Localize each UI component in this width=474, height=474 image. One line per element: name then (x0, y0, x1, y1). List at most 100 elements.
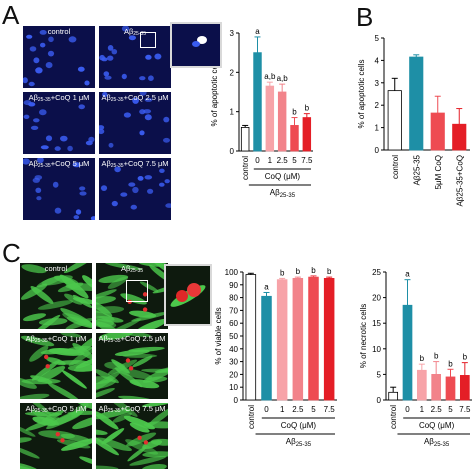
panel-label-b: B (356, 2, 374, 32)
significance-letter: b (327, 267, 332, 276)
bar (292, 277, 304, 401)
micrograph-caption: Aβ25-35+CoQ 1 μM (25, 334, 87, 344)
bar (402, 304, 413, 401)
group-label: CoQ (μM) (265, 172, 301, 181)
micrograph-c-4: Aβ25-35+CoQ 2.5 μM (96, 333, 168, 399)
bar (452, 123, 467, 151)
zoom-box-c (126, 280, 148, 302)
panel-label-a: A (2, 0, 20, 30)
x-tick-label: 2.5 (292, 405, 304, 414)
y-tick-label: 20 (229, 370, 238, 379)
significance-letter: b (296, 267, 301, 276)
y-tick-label: 30 (229, 358, 238, 367)
micrograph-a-5: Aβ25-35+CoQ 5 μM (23, 158, 95, 220)
micrograph-c-6: Aβ25-35+CoQ 7.5 μM (96, 403, 168, 469)
bar (265, 85, 275, 152)
micrograph-caption: Aβ25-35+CoQ 2.5 μM (101, 93, 169, 103)
bar (409, 56, 424, 151)
y-tick-label: 80 (229, 294, 238, 303)
x-tick-label: control (391, 155, 400, 179)
bar (253, 52, 262, 152)
micrograph-caption: Aβ25-35 (120, 264, 144, 274)
group-label: CoQ (μM) (281, 421, 317, 430)
y-tick-label: 20 (372, 294, 381, 303)
micrograph-c-1: control (20, 263, 92, 329)
bar (387, 90, 402, 151)
micrograph-a-3: Aβ25-35+CoQ 1 μM (23, 92, 95, 154)
y-tick-label: 5 (375, 34, 380, 43)
significance-letter: a (255, 27, 260, 36)
y-tick-label: 0 (230, 147, 235, 156)
x-tick-label: control (241, 156, 250, 180)
micrograph-caption: control (44, 264, 68, 273)
x-tick-label: 5 (292, 156, 297, 165)
x-tick-label: 5μM CoQ (434, 155, 443, 189)
y-tick-label: 25 (372, 268, 381, 277)
y-tick-label: 10 (229, 383, 238, 392)
y-axis-label: % of necrotic cells (360, 304, 368, 368)
y-tick-label: 0 (377, 396, 382, 405)
bar (388, 391, 399, 401)
x-tick-label: 1 (268, 156, 273, 165)
significance-letter: b (305, 104, 310, 113)
x-tick-label: 1 (420, 405, 425, 414)
micrograph-caption: control (47, 27, 71, 36)
x-tick-label: 7.5 (459, 405, 471, 414)
significance-letter: a,b (277, 74, 289, 83)
significance-letter: a,b (264, 72, 276, 81)
y-tick-label: 2 (230, 68, 235, 77)
significance-letter: b (420, 354, 425, 363)
y-tick-label: 0 (375, 146, 380, 155)
bar (245, 274, 257, 401)
bar (459, 375, 470, 401)
chart-b-apoptotic: 0 1 2 3 4 5 % of apoptotic cells control Aβ25-35… (358, 34, 470, 207)
x-tick-label: 1 (280, 405, 285, 414)
bar (302, 117, 312, 152)
zoom-inset-c (164, 264, 212, 326)
bar (240, 127, 250, 152)
bar (277, 91, 287, 152)
y-tick-label: 70 (229, 306, 238, 315)
x-tick-label: 2.5 (431, 405, 443, 414)
y-tick-label: 15 (372, 319, 381, 328)
significance-letter: b (292, 108, 297, 117)
significance-letter: b (434, 352, 439, 361)
x-tick-label: control (247, 405, 256, 429)
micrograph-caption: Aβ25-35+CoQ 1 μM (28, 93, 90, 103)
x-tick-label: control (389, 405, 398, 429)
bar (430, 112, 445, 151)
y-tick-label: 0 (234, 396, 239, 405)
x-tick-label: Aβ25-35 (412, 154, 421, 185)
zoom-inset-a (170, 22, 222, 68)
bar (416, 369, 427, 401)
group2-label: Aβ25-35 (424, 437, 450, 448)
group-label: CoQ (μM) (419, 421, 455, 430)
significance-letter: a (264, 282, 269, 291)
y-tick-label: 2 (375, 101, 380, 110)
zoom-box-a (140, 32, 156, 48)
micrograph-a-4: Aβ25-35+CoQ 2.5 μM (99, 92, 171, 154)
micrograph-a-1: control (23, 26, 95, 88)
y-tick-label: 3 (230, 29, 235, 38)
x-tick-label: 2.5 (277, 156, 289, 165)
micrograph-caption: Aβ25-35+CoQ 2.5 μM (98, 334, 166, 344)
y-axis-label: % of viable cells (214, 307, 223, 364)
micrograph-caption: Aβ25-35+CoQ 5 μM (28, 159, 90, 169)
y-tick-label: 3 (375, 79, 380, 88)
significance-letter: b (311, 266, 316, 275)
x-tick-label: 7.5 (324, 405, 336, 414)
y-tick-label: 1 (375, 124, 380, 133)
significance-letter: b (280, 268, 285, 277)
y-tick-label: 100 (225, 268, 239, 277)
significance-letter: b (448, 359, 453, 368)
x-tick-label: Aβ25-35+CoQ (455, 155, 464, 207)
panel-label-c: C (2, 238, 21, 268)
bar (276, 279, 288, 401)
micrograph-a-6: Aβ25-35+CoQ 7.5 μM (99, 158, 171, 220)
micrograph-c-3: Aβ25-35+CoQ 1 μM (20, 333, 92, 399)
x-tick-label: 5 (448, 405, 453, 414)
x-tick-label: 0 (405, 405, 410, 414)
